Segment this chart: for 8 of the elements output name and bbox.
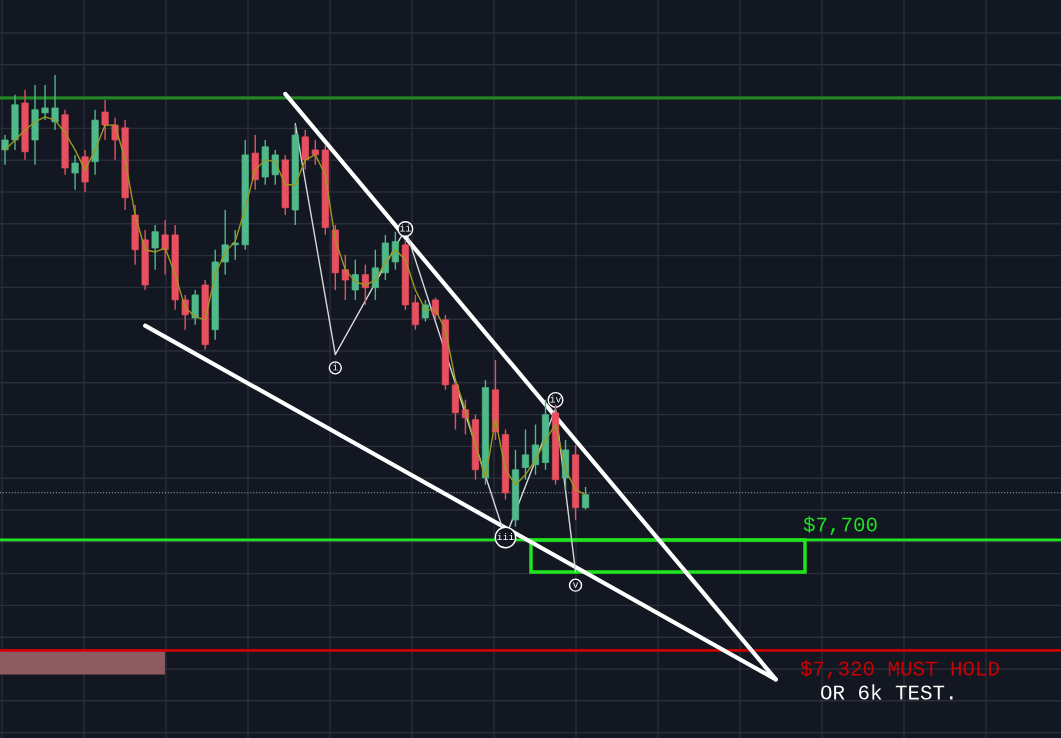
text: OR 6k TEST. <box>821 684 953 700</box>
annotation: $7,700 <box>803 516 877 536</box>
text: $7,320 MUST HOLD <box>800 660 999 680</box>
text: iii <box>497 532 514 541</box>
annotation: iv <box>550 395 562 403</box>
text: v <box>572 582 579 588</box>
annotation: ii <box>400 224 411 232</box>
annotation: i <box>333 363 338 371</box>
